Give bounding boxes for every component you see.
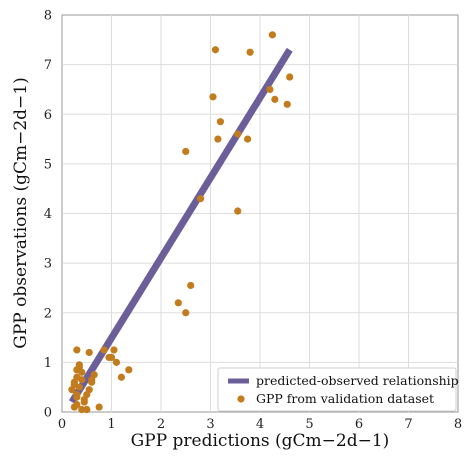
data-point [182,147,190,156]
x-tick-label: 3 [206,417,214,432]
series-layer [68,31,294,414]
x-tick-label: 7 [404,417,412,432]
data-point [90,371,98,379]
data-point [73,391,81,399]
data-point [83,405,91,414]
y-tick-label: 8 [44,9,52,24]
data-point [286,73,294,81]
y-tick-label: 5 [44,157,52,172]
data-point [268,31,276,39]
data-point [73,400,81,409]
x-tick-label: 6 [355,417,363,432]
x-tick-label: 0 [58,417,66,432]
data-point [209,93,217,101]
legend-label-dots: GPP from validation dataset [256,391,434,406]
data-point [73,346,81,354]
y-tick-label: 3 [44,257,52,272]
x-tick-label: 2 [157,417,165,432]
y-tick-label: 4 [44,207,52,222]
data-point [112,358,121,366]
data-point [234,130,242,138]
data-point [95,403,103,411]
y-tick-label: 0 [44,406,52,421]
data-point [70,381,78,389]
y-tick-label: 1 [44,356,52,371]
data-point [187,281,195,290]
data-point [283,100,291,108]
x-tick-label: 8 [454,417,462,432]
data-point [85,348,93,357]
data-point [107,353,116,362]
y-tick-label: 6 [44,108,52,123]
legend-label-line: predicted-observed relationship [256,373,459,388]
x-tick-label: 4 [256,417,264,432]
data-point [197,195,205,203]
data-point [216,118,224,126]
data-point [271,95,279,103]
data-point [214,135,222,143]
data-point [117,373,125,381]
legend: predicted-observed relationship GPP from… [217,367,459,412]
data-point [78,405,86,414]
data-point [174,299,182,307]
y-tick-label: 2 [44,306,52,321]
y-tick-label: 7 [44,58,52,73]
data-point [85,386,93,394]
data-point [73,366,81,374]
x-tick-labels: 0 1 2 3 4 5 6 7 8 [58,417,462,432]
data-point [182,309,190,317]
data-point [266,85,274,94]
y-tick-labels: 0 1 2 3 4 5 6 7 8 [44,9,52,421]
data-point [78,376,86,384]
data-point [80,398,88,406]
regression-line [68,47,293,404]
data-point [211,46,220,54]
data-point [110,346,118,354]
data-point [244,135,252,143]
y-axis-label: GPP observations (gCm−2d−1) [11,77,31,349]
legend-dot-swatch [237,395,245,403]
data-point [125,366,133,374]
legend-box [217,367,457,412]
data-point [246,48,254,56]
x-axis-label: GPP predictions (gCm−2d−1) [131,431,390,451]
x-tick-label: 5 [305,417,313,432]
x-tick-label: 1 [107,417,115,432]
data-point [234,207,242,215]
data-point [100,346,108,354]
